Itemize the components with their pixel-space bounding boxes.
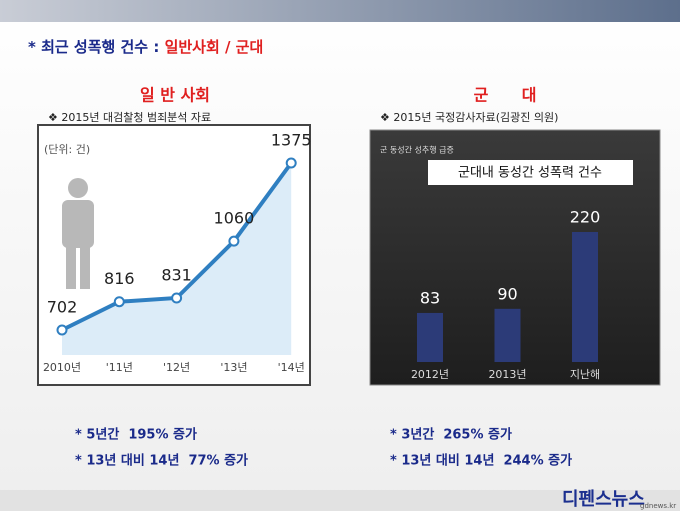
- value-label: 816: [104, 269, 135, 288]
- x-tick-label: 2010년: [43, 361, 81, 374]
- chart-subtitle: 군 동성간 성추행 급증: [380, 145, 454, 155]
- section-title: 일 반 사회: [140, 86, 210, 105]
- value-label: 831: [161, 265, 192, 284]
- note: * 13년 대비 14년 244% 증가: [390, 454, 572, 469]
- value-label: 702: [47, 298, 78, 317]
- point: [171, 292, 183, 304]
- unit-label: (단위: 건): [44, 143, 90, 156]
- source: ❖ 2015년 대검찰청 범죄분석 자료: [48, 111, 211, 124]
- point: [56, 324, 68, 336]
- point: [228, 235, 240, 247]
- value-label: 220: [570, 208, 601, 227]
- bottom-band: [0, 490, 680, 511]
- bar: [572, 232, 598, 362]
- value-label: 83: [420, 288, 440, 307]
- slide-title: * 최근 성폭행 건수 : 일반사회 / 군대: [28, 38, 263, 56]
- point: [113, 296, 125, 308]
- top-band: [0, 0, 680, 22]
- value-label: 1375: [271, 131, 312, 150]
- source: ❖ 2015년 국정감사자료(김광진 의원): [380, 111, 558, 124]
- value-label: 1060: [214, 209, 255, 228]
- x-tick-label: '11년: [106, 361, 133, 374]
- bar: [417, 312, 443, 362]
- title-highlight: 일반사회 / 군대: [165, 38, 264, 56]
- note: * 13년 대비 14년 77% 증가: [75, 454, 248, 469]
- logo: 디펜스뉴스: [562, 489, 645, 510]
- x-tick-label: '12년: [163, 361, 190, 374]
- section-title: 군 대: [474, 86, 537, 105]
- point: [285, 157, 297, 169]
- value-label: 90: [497, 284, 517, 303]
- title-text: * 최근 성폭행 건수 :: [28, 38, 165, 56]
- site: gdnews.kr: [640, 502, 676, 510]
- caption: 군대내 동성간 성폭력 건수: [458, 166, 602, 181]
- x-tick-label: 지난해: [570, 367, 600, 381]
- x-tick-label: '13년: [220, 361, 247, 374]
- x-tick-label: 2012년: [411, 368, 449, 381]
- person-icon: [62, 178, 94, 289]
- caption-box: [428, 160, 633, 185]
- note: * 3년간 265% 증가: [390, 427, 512, 443]
- bar: [494, 308, 521, 362]
- x-tick-label: 2013년: [488, 368, 526, 381]
- x-tick-label: '14년: [278, 361, 305, 374]
- note: * 5년간 195% 증가: [75, 427, 197, 443]
